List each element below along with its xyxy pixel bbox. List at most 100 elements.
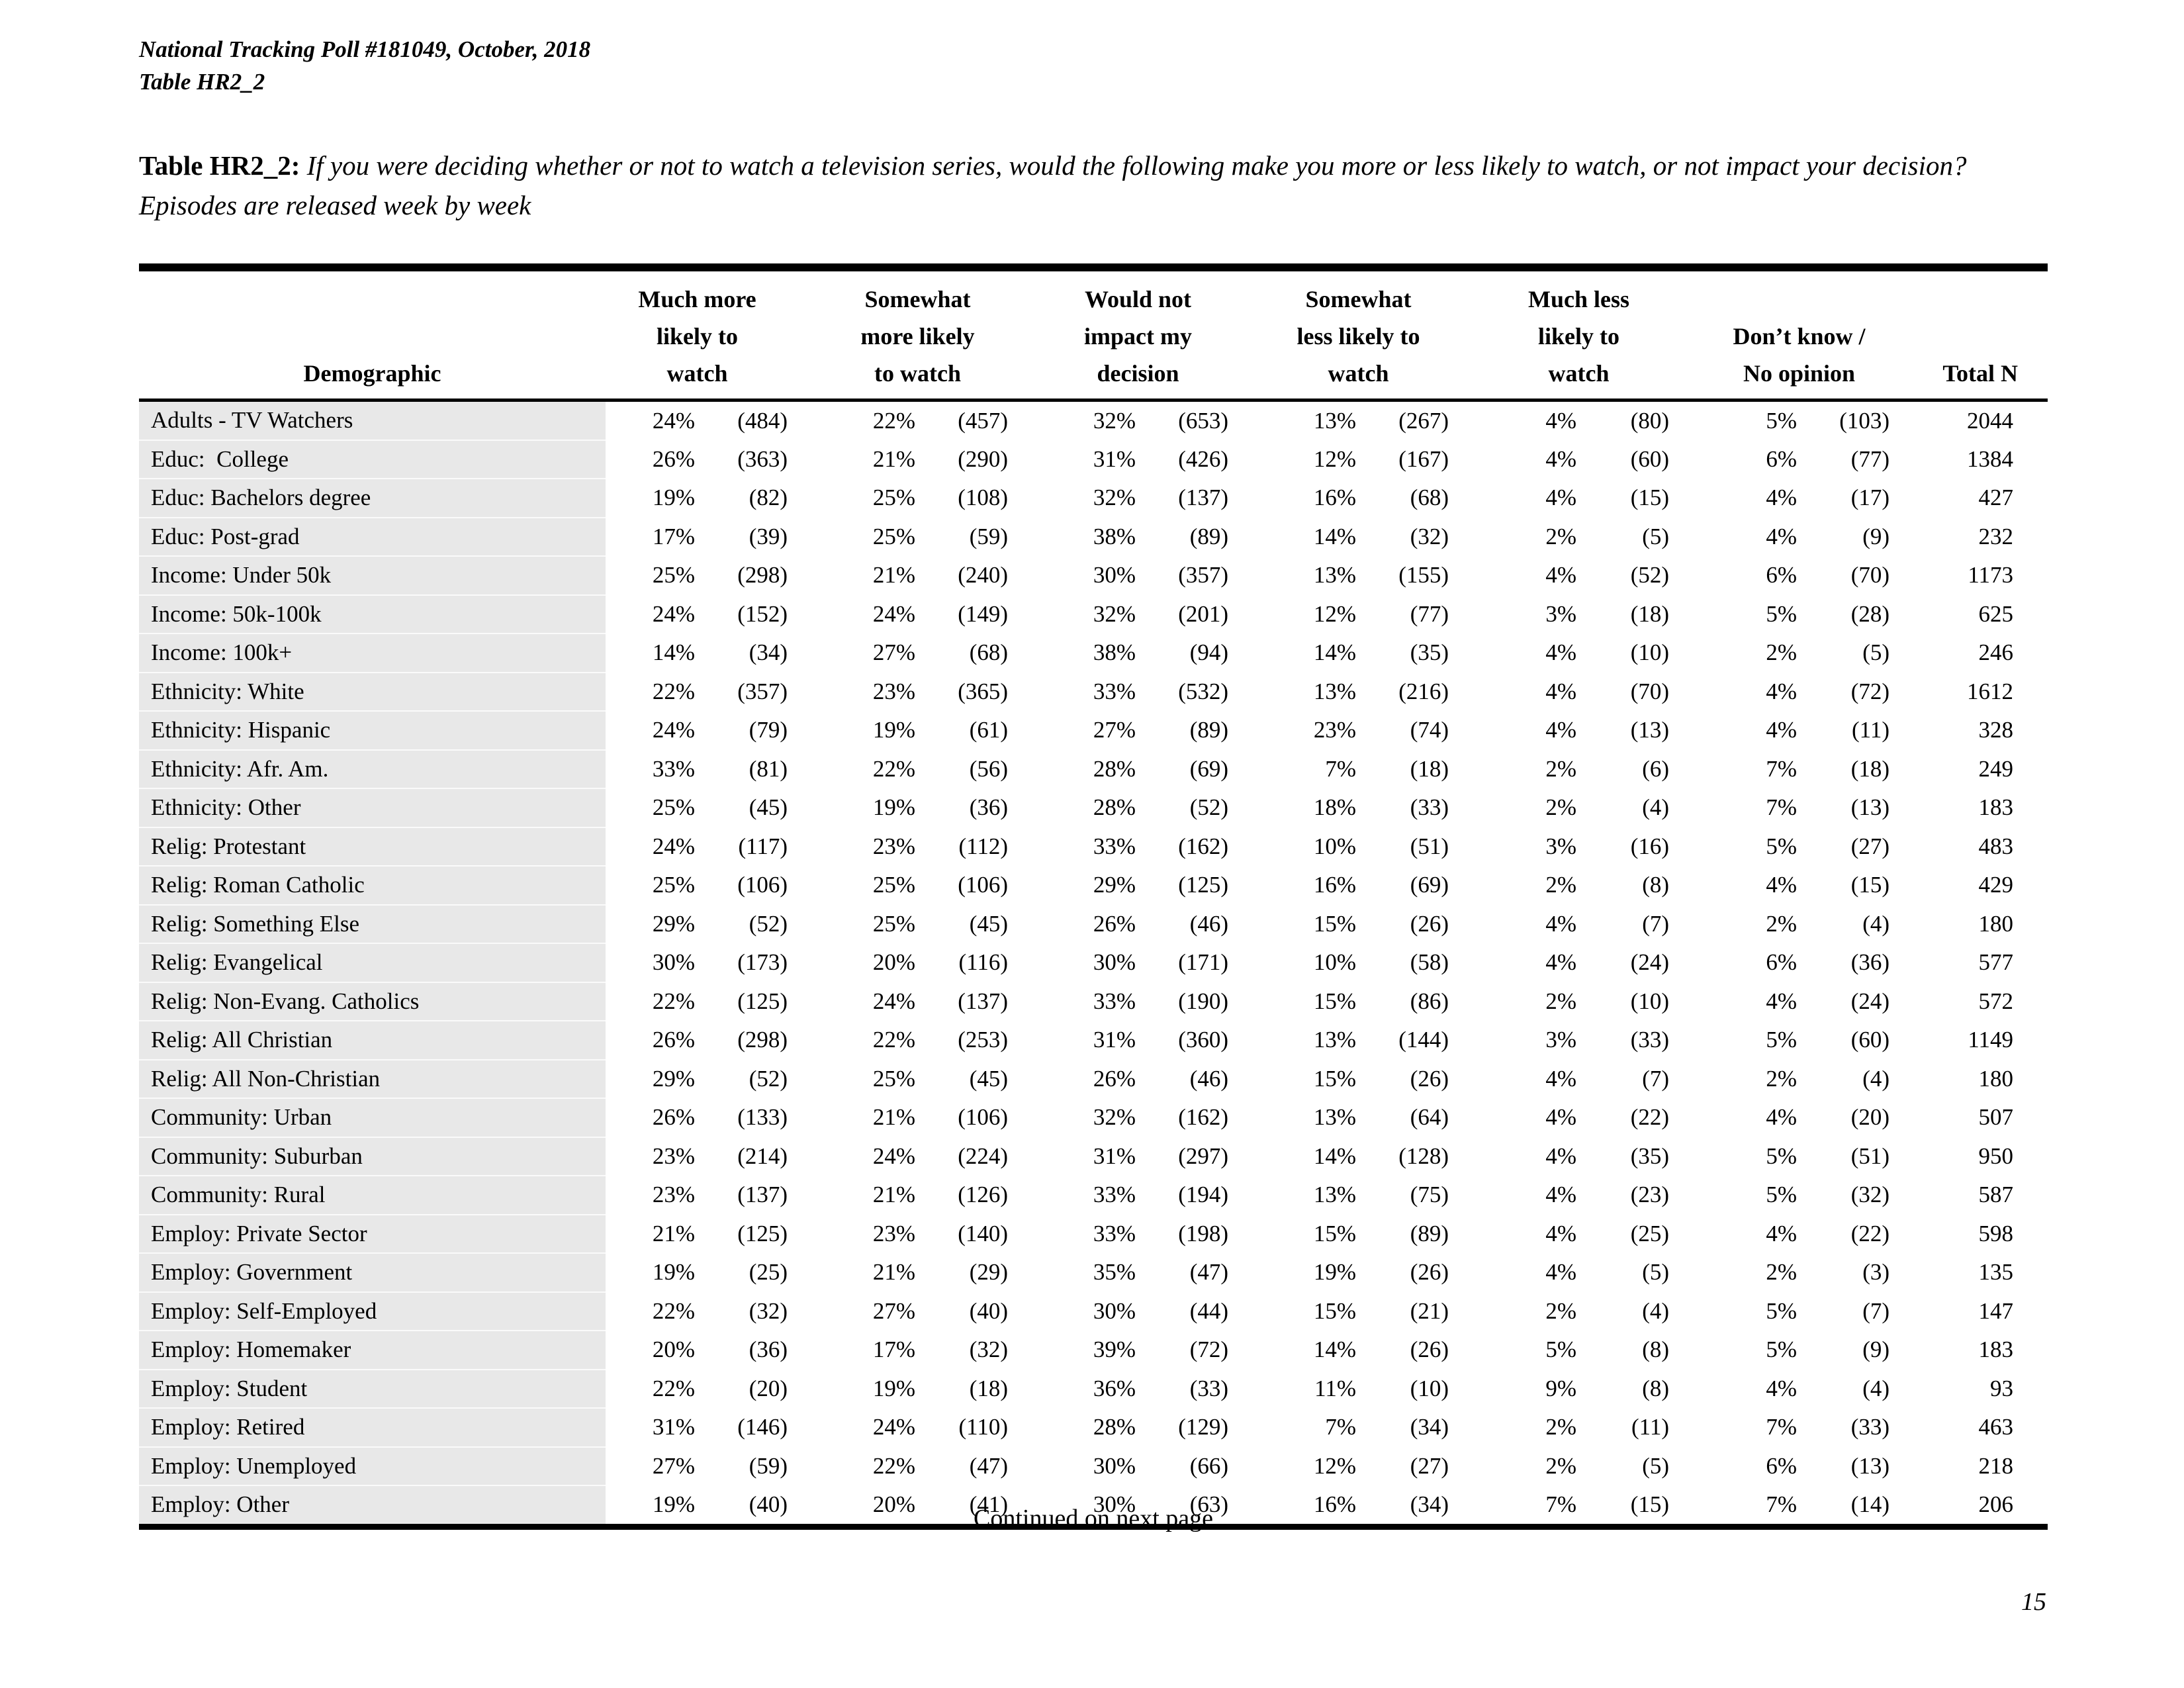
demographic-label: Income: 100k+ xyxy=(139,633,606,673)
document-header: National Tracking Poll #181049, October,… xyxy=(139,33,590,98)
count-cell: (9) xyxy=(1862,1336,1890,1363)
percent-cell: 17% xyxy=(872,1336,916,1363)
column-header-line: likely to xyxy=(1538,323,1620,350)
count-cell: (46) xyxy=(1189,1065,1229,1092)
column-header-line: Much more xyxy=(638,286,756,312)
percent-cell: 5% xyxy=(1766,407,1797,434)
count-cell: (10) xyxy=(1630,639,1670,666)
count-cell: (7) xyxy=(1862,1297,1890,1324)
percent-cell: 4% xyxy=(1545,562,1577,588)
percent-cell: 33% xyxy=(1093,678,1136,704)
percent-cell: 24% xyxy=(872,1414,916,1440)
demographic-label: Relig: Evangelical xyxy=(139,943,606,983)
count-cell: (108) xyxy=(958,485,1009,511)
column-header-line: decision xyxy=(1097,360,1179,387)
percent-cell: 4% xyxy=(1545,949,1577,976)
count-cell: (7) xyxy=(1642,910,1670,937)
count-cell: (10) xyxy=(1410,1375,1449,1401)
count-cell: (26) xyxy=(1410,910,1449,937)
count-cell: (20) xyxy=(749,1375,788,1401)
count-cell: (45) xyxy=(969,910,1009,937)
percent-cell: 23% xyxy=(872,678,916,704)
count-cell: (25) xyxy=(749,1259,788,1286)
percent-cell: 4% xyxy=(1545,1220,1577,1246)
count-cell: (224) xyxy=(958,1143,1009,1169)
column-group-header: Somewhat less likely to watch xyxy=(1267,267,1487,400)
count-cell: (125) xyxy=(737,988,788,1014)
demographic-label: Income: Under 50k xyxy=(139,556,606,596)
percent-cell: 13% xyxy=(1313,1027,1357,1053)
total-cell: 218 xyxy=(1978,1452,2014,1479)
percent-cell: 14% xyxy=(1313,1336,1357,1363)
percent-cell: 16% xyxy=(1313,872,1357,898)
column-header-line: No opinion xyxy=(1743,360,1856,387)
count-cell: (25) xyxy=(1630,1220,1670,1246)
count-cell: (17) xyxy=(1850,485,1890,511)
column-header-line: Somewhat xyxy=(1305,286,1412,312)
percent-cell: 5% xyxy=(1766,1297,1797,1324)
count-cell: (171) xyxy=(1178,949,1229,976)
percent-cell: 7% xyxy=(1325,755,1357,782)
count-cell: (267) xyxy=(1398,407,1449,434)
percent-cell: 5% xyxy=(1766,1182,1797,1208)
count-cell: (8) xyxy=(1642,1336,1670,1363)
demographic-label: Relig: All Christian xyxy=(139,1021,606,1060)
percent-cell: 15% xyxy=(1313,1220,1357,1246)
demographic-label: Ethnicity: Afr. Am. xyxy=(139,749,606,789)
percent-cell: 29% xyxy=(1093,872,1136,898)
percent-cell: 5% xyxy=(1766,1336,1797,1363)
table-title-block: Table HR2_2: If you were deciding whethe… xyxy=(139,146,2048,225)
demographic-label: Adults - TV Watchers xyxy=(139,400,606,441)
count-cell: (15) xyxy=(1850,872,1890,898)
percent-cell: 13% xyxy=(1313,562,1357,588)
table-row: Relig: Evangelical 30% (173) 20% (116) 30% (17… xyxy=(139,943,2048,983)
count-cell: (52) xyxy=(1189,794,1229,821)
percent-cell: 4% xyxy=(1766,1375,1797,1401)
count-cell: (426) xyxy=(1178,445,1229,472)
column-group-header: Would not impact my decision xyxy=(1046,267,1267,400)
table-row: Ethnicity: Hispanic 24% (79) 19% (61) 27% (89)… xyxy=(139,711,2048,751)
table-row: Employ: Other 19% (40) 20% (41) 30% (63) 16% (34… xyxy=(139,1485,2048,1527)
percent-cell: 6% xyxy=(1766,1452,1797,1479)
table-row: Ethnicity: Afr. Am. 33% (81) 22% (56) 28% (69)… xyxy=(139,749,2048,789)
percent-cell: 21% xyxy=(652,1220,695,1246)
percent-cell: 25% xyxy=(872,485,916,511)
total-cell: 206 xyxy=(1978,1491,2014,1517)
percent-cell: 22% xyxy=(652,988,695,1014)
percent-cell: 21% xyxy=(872,445,916,472)
count-cell: (8) xyxy=(1642,1375,1670,1401)
count-cell: (6) xyxy=(1642,755,1670,782)
table-row: Relig: Something Else 29% (52) 25% (45) 26% (4… xyxy=(139,904,2048,944)
percent-cell: 5% xyxy=(1766,1143,1797,1169)
poll-header-line: National Tracking Poll #181049, October,… xyxy=(139,36,591,62)
percent-cell: 22% xyxy=(872,1452,916,1479)
total-cell: 147 xyxy=(1978,1297,2014,1324)
table-row: Relig: Roman Catholic 25% (106) 25% (106) 29%… xyxy=(139,866,2048,906)
percent-cell: 15% xyxy=(1313,910,1357,937)
percent-cell: 38% xyxy=(1093,523,1136,549)
percent-cell: 7% xyxy=(1545,1491,1577,1517)
table-row: Relig: All Christian 26% (298) 22% (253) 31% (… xyxy=(139,1021,2048,1060)
percent-cell: 23% xyxy=(652,1143,695,1169)
demographic-label: Educ: Post-grad xyxy=(139,517,606,557)
percent-cell: 4% xyxy=(1766,988,1797,1014)
count-cell: (110) xyxy=(958,1414,1009,1440)
count-cell: (68) xyxy=(1410,485,1449,511)
percent-cell: 4% xyxy=(1545,1259,1577,1286)
count-cell: (40) xyxy=(749,1491,788,1517)
percent-cell: 20% xyxy=(872,1491,916,1517)
table-row: Educ: Bachelors degree 19% (82) 25% (108) 32%… xyxy=(139,479,2048,518)
total-cell: 1173 xyxy=(1968,562,2014,588)
percent-cell: 2% xyxy=(1545,988,1577,1014)
percent-cell: 29% xyxy=(652,910,695,937)
percent-cell: 30% xyxy=(1093,562,1136,588)
count-cell: (52) xyxy=(749,910,788,937)
percent-cell: 4% xyxy=(1545,1104,1577,1131)
count-cell: (86) xyxy=(1410,988,1449,1014)
count-cell: (32) xyxy=(1410,523,1449,549)
count-cell: (51) xyxy=(1850,1143,1890,1169)
count-cell: (5) xyxy=(1642,1259,1670,1286)
count-cell: (14) xyxy=(1850,1491,1890,1517)
total-cell: 180 xyxy=(1978,1065,2014,1092)
count-cell: (29) xyxy=(969,1259,1009,1286)
